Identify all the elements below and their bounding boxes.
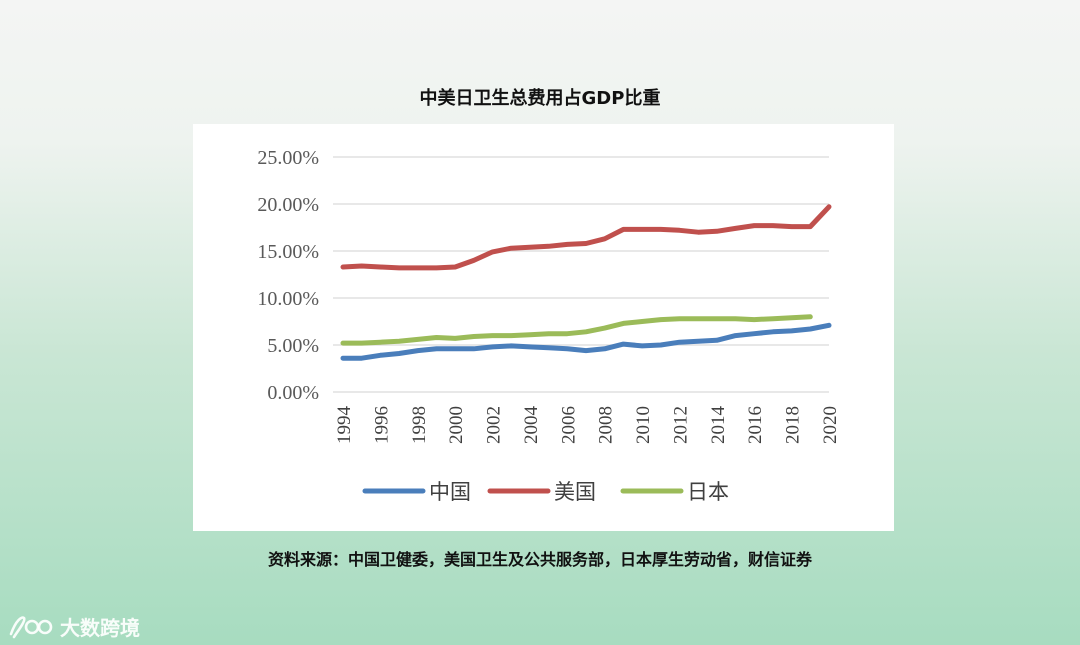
x-tick-label: 2006 xyxy=(558,406,579,444)
brand-logo-icon xyxy=(9,616,53,639)
x-tick-label: 1996 xyxy=(371,406,392,444)
legend-label: 美国 xyxy=(554,480,596,504)
x-tick-label: 2018 xyxy=(783,406,804,444)
series-line-2 xyxy=(340,314,813,346)
y-tick-label: 25.00% xyxy=(257,147,319,169)
x-axis-tick-labels: 1994 1996 1998 2000 2002 2004 2006 2008 2010 2012… xyxy=(334,406,841,445)
legend-label: 中国 xyxy=(429,480,471,504)
legend: 中国 美国 日本 xyxy=(362,480,729,504)
gridlines xyxy=(333,156,829,393)
watermark-text: 大数跨境 xyxy=(60,615,140,640)
series-lines xyxy=(340,204,832,361)
x-tick-label: 2020 xyxy=(820,406,841,444)
x-tick-label: 2004 xyxy=(521,406,542,445)
x-tick-label: 2012 xyxy=(670,406,691,444)
x-tick-label: 2000 xyxy=(446,406,467,444)
x-tick-label: 1994 xyxy=(334,406,355,445)
x-tick-label: 2010 xyxy=(633,406,654,444)
series-line-1 xyxy=(340,204,832,271)
series-line-0 xyxy=(340,322,832,361)
chart-title: 中美日卫生总费用占GDP比重 xyxy=(419,88,661,109)
watermark: 大数跨境 xyxy=(8,612,140,640)
y-tick-label: 10.00% xyxy=(257,288,319,310)
chart-panel: 0.00% 5.00% 10.00% 15.00% 20.00% 25.00% 1994 1… xyxy=(193,124,894,531)
x-tick-label: 2002 xyxy=(484,406,505,444)
legend-label: 日本 xyxy=(687,480,729,504)
x-tick-label: 2008 xyxy=(596,406,617,444)
y-tick-label: 5.00% xyxy=(267,335,319,357)
x-tick-label: 2014 xyxy=(708,406,729,445)
y-tick-label: 15.00% xyxy=(257,241,319,263)
y-tick-label: 20.00% xyxy=(257,194,319,216)
x-tick-label: 1998 xyxy=(409,406,430,444)
source-note: 资料来源：中国卫健委，美国卫生及公共服务部，日本厚生劳动省，财信证券 xyxy=(267,550,812,569)
y-tick-label: 0.00% xyxy=(267,382,319,404)
x-tick-label: 2016 xyxy=(745,406,766,444)
line-chart: 0.00%5.00%10.00%15.00%20.00%25.00% 1994 1… xyxy=(257,147,841,504)
y-axis-tick-labels: 0.00% 5.00% 10.00% 15.00% 20.00% 25.00% xyxy=(257,147,319,404)
